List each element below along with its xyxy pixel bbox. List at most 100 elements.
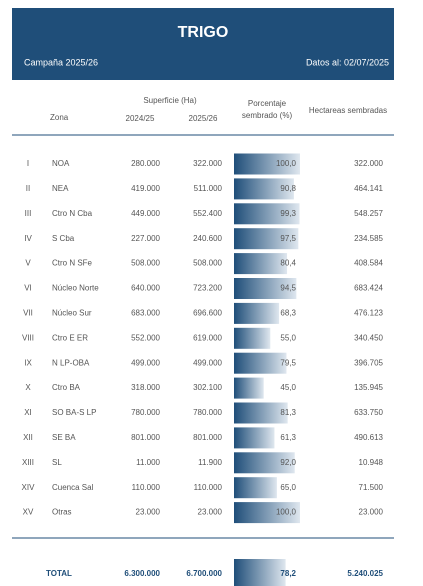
surface-cell: 552.400: [193, 209, 222, 218]
pct-cell: 100,0: [276, 508, 297, 517]
surface-cell: 780.000: [193, 408, 222, 417]
roman-cell: II: [26, 184, 30, 193]
zone-cell: SO BA-S LP: [52, 408, 96, 417]
surface-cell: 318.000: [131, 383, 160, 392]
surface-cell: 723.200: [193, 284, 222, 293]
pct-bar: [234, 302, 280, 324]
roman-cell: XII: [23, 433, 33, 442]
surface-cell: 322.000: [193, 159, 222, 168]
ha-cell: 23.000: [359, 508, 384, 517]
zone-cell: Núcleo Sur: [52, 309, 92, 318]
roman-cell: I: [27, 159, 29, 168]
zone-cell: S Cba: [52, 234, 75, 243]
surface-cell: 801.000: [193, 433, 222, 442]
ha-cell: 476.123: [354, 309, 383, 318]
col-header: 2024/25: [126, 114, 155, 123]
pct-bar: [234, 327, 271, 349]
zone-cell: Ctro BA: [52, 383, 81, 392]
ha-cell: 71.500: [359, 483, 384, 492]
pct-cell: 81,3: [280, 408, 296, 417]
pct-cell: 78,2: [280, 569, 296, 578]
pct-cell: 100,0: [276, 159, 297, 168]
roman-cell: IV: [24, 234, 32, 243]
pct-bar: [234, 253, 288, 275]
ha-cell: 10.948: [359, 458, 384, 467]
surface-cell: 6.300.000: [124, 569, 160, 578]
roman-cell: III: [25, 209, 32, 218]
surface-cell: 449.000: [131, 209, 160, 218]
pct-cell: 92,0: [280, 458, 296, 467]
surface-cell: 499.000: [131, 358, 160, 367]
col-header: Zona: [50, 113, 69, 122]
ha-cell: 340.450: [354, 333, 383, 342]
ha-cell: 464.141: [354, 184, 383, 193]
pct-cell: 68,3: [280, 309, 296, 318]
zone-cell: Cuenca Sal: [52, 483, 94, 492]
col-header: Superficie (Ha): [143, 96, 197, 105]
pct-cell: 97,5: [280, 234, 296, 243]
surface-cell: 511.000: [194, 184, 223, 193]
date: Datos al: 02/07/2025: [306, 57, 389, 67]
ha-cell: 548.257: [354, 209, 383, 218]
surface-cell: 280.000: [131, 159, 160, 168]
surface-cell: 302.100: [193, 383, 222, 392]
roman-cell: XV: [23, 508, 34, 517]
ha-cell: 322.000: [354, 159, 383, 168]
pct-cell: 90,8: [280, 184, 296, 193]
surface-cell: 683.000: [131, 309, 160, 318]
roman-cell: IX: [24, 358, 32, 367]
ha-cell: 408.584: [354, 259, 383, 268]
zone-cell: Ctro E ER: [52, 333, 88, 342]
pct-bar: [234, 153, 300, 175]
ha-cell: 683.424: [354, 284, 383, 293]
col-header: Hectareas sembradas: [309, 106, 387, 115]
surface-cell: 23.000: [198, 508, 223, 517]
surface-cell: 640.000: [131, 284, 160, 293]
pct-cell: 65,0: [280, 483, 296, 492]
pct-bar: [234, 502, 300, 524]
pct-cell: 94,5: [280, 284, 296, 293]
pct-bar: [234, 377, 264, 399]
surface-cell: 801.000: [131, 433, 160, 442]
roman-cell: VI: [24, 284, 32, 293]
pct-cell: 79,5: [280, 358, 296, 367]
pct-bar: [234, 477, 277, 499]
roman-cell: VIII: [22, 333, 34, 342]
ha-cell: 5.240.025: [347, 569, 383, 578]
ha-cell: 396.705: [354, 358, 383, 367]
zone-cell: NOA: [52, 159, 70, 168]
pct-bar: [234, 178, 294, 200]
roman-cell: XIV: [22, 483, 36, 492]
surface-cell: 23.000: [136, 508, 161, 517]
zone-cell: Núcleo Norte: [52, 284, 99, 293]
title: TRIGO: [178, 24, 229, 41]
pct-cell: 55,0: [280, 333, 296, 342]
surface-cell: 110.000: [194, 483, 223, 492]
surface-cell: 11.000: [136, 458, 160, 467]
col-header: sembrado (%): [242, 111, 293, 120]
col-header: 2025/26: [189, 114, 218, 123]
zone-cell: Otras: [52, 508, 72, 517]
pct-bar: [234, 452, 295, 474]
campaign: Campaña 2025/26: [24, 57, 98, 67]
surface-cell: 6.700.000: [186, 569, 222, 578]
ha-cell: 234.585: [354, 234, 383, 243]
zone-cell: N LP-OBA: [52, 358, 90, 367]
pct-bar: [234, 228, 299, 250]
surface-cell: 419.000: [131, 184, 160, 193]
pct-bar: [234, 427, 275, 449]
pct-bar: [234, 352, 287, 374]
surface-cell: 508.000: [193, 259, 222, 268]
zone-cell: Ctro N SFe: [52, 259, 93, 268]
pct-bar: [234, 402, 288, 424]
surface-cell: 499.000: [193, 358, 222, 367]
ha-cell: 135.945: [354, 383, 383, 392]
ha-cell: 633.750: [354, 408, 383, 417]
surface-cell: 619.000: [193, 333, 222, 342]
surface-cell: 11.900: [198, 458, 222, 467]
ha-cell: 490.613: [354, 433, 383, 442]
surface-cell: 508.000: [131, 259, 160, 268]
surface-cell: 110.000: [132, 483, 161, 492]
